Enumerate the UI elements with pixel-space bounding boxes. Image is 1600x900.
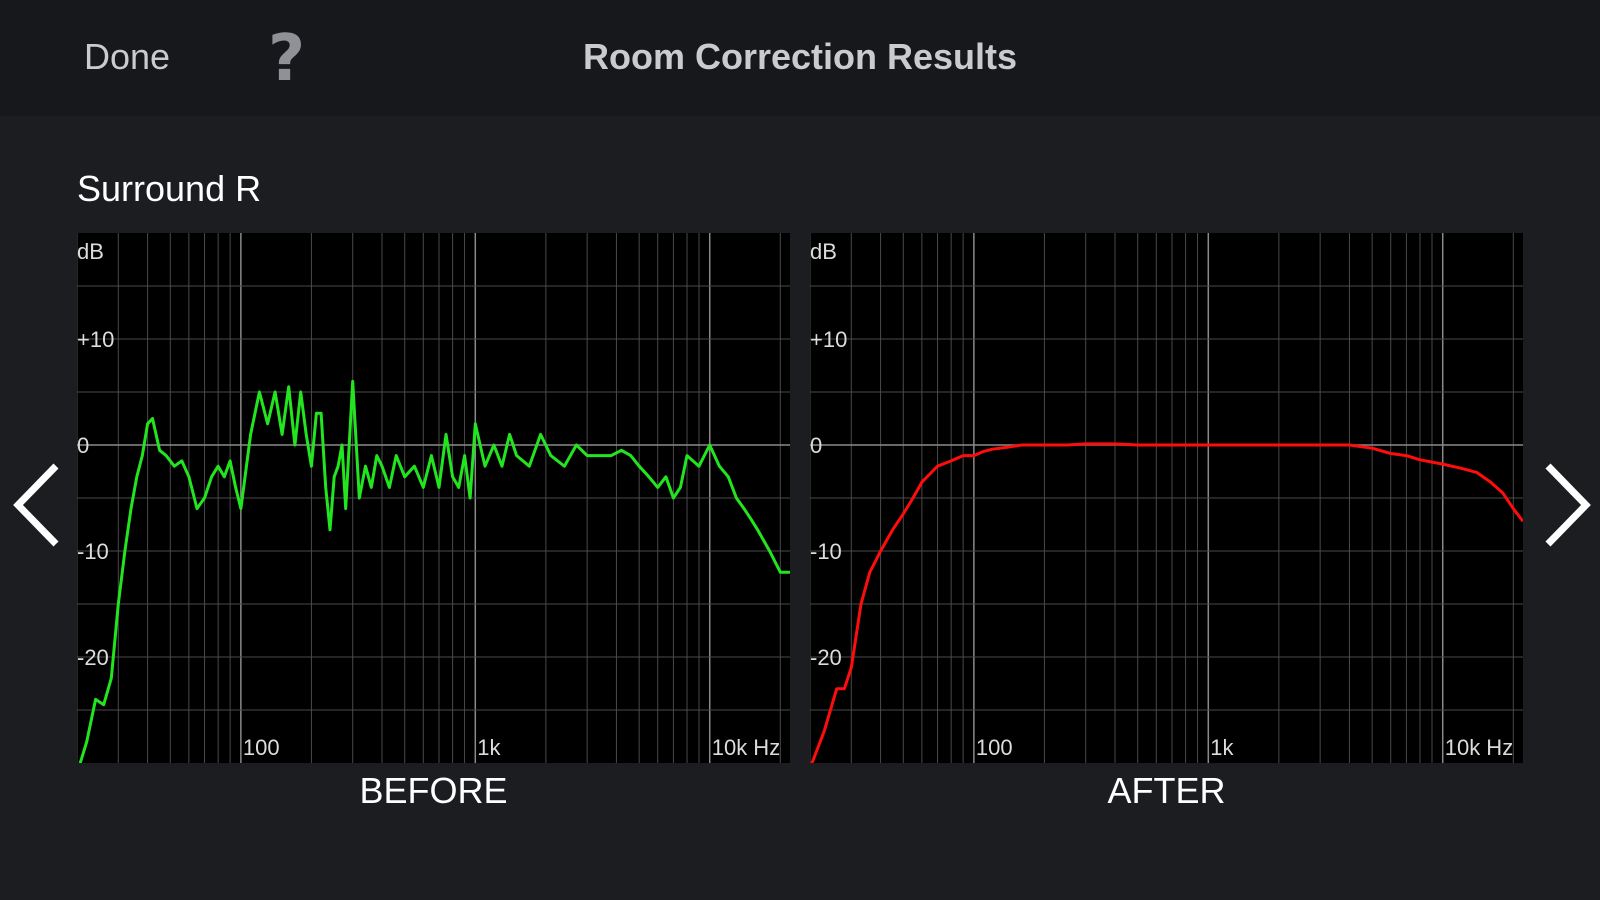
grid [810,233,1523,763]
y-tick-label: -20 [77,645,109,670]
y-tick-label: -10 [810,539,842,564]
x-tick-label: 1k [477,735,501,760]
help-icon[interactable]: ? [268,22,306,96]
top-bar: Done ? Room Correction Results [0,0,1600,116]
y-tick-label: +10 [77,327,114,352]
after-chart-plot: dB +10 0 -10 -20 100 1k 10k Hz [810,233,1523,763]
after-caption: AFTER [1107,770,1226,811]
y-tick-label: -20 [810,645,842,670]
before-caption: BEFORE [359,770,508,811]
chevron-right-icon[interactable] [1538,460,1598,550]
x-tick-label: 1k [1210,735,1234,760]
y-tick-label: 0 [77,433,89,458]
x-tick-label: 10k Hz [712,735,780,760]
before-chart-plot: dB +10 0 -10 -20 100 1k 10k Hz [77,233,790,763]
before-chart: dB +10 0 -10 -20 100 1k 10k Hz [77,233,790,763]
page-title: Room Correction Results [582,36,1018,77]
response-line [810,442,1523,763]
y-tick-label: +10 [810,327,847,352]
y-tick-label: -10 [77,539,109,564]
grid [77,233,790,763]
x-tick-label: 100 [243,735,280,760]
y-tick-label: 0 [810,433,822,458]
y-axis-label: dB [77,239,104,264]
after-chart: dB +10 0 -10 -20 100 1k 10k Hz [810,233,1523,763]
chevron-left-icon[interactable] [6,460,66,550]
x-tick-label: 10k Hz [1445,735,1513,760]
done-button[interactable]: Done [84,36,171,77]
y-axis-label: dB [810,239,837,264]
response-line [78,379,790,763]
x-tick-label: 100 [976,735,1013,760]
channel-name: Surround R [77,168,262,209]
